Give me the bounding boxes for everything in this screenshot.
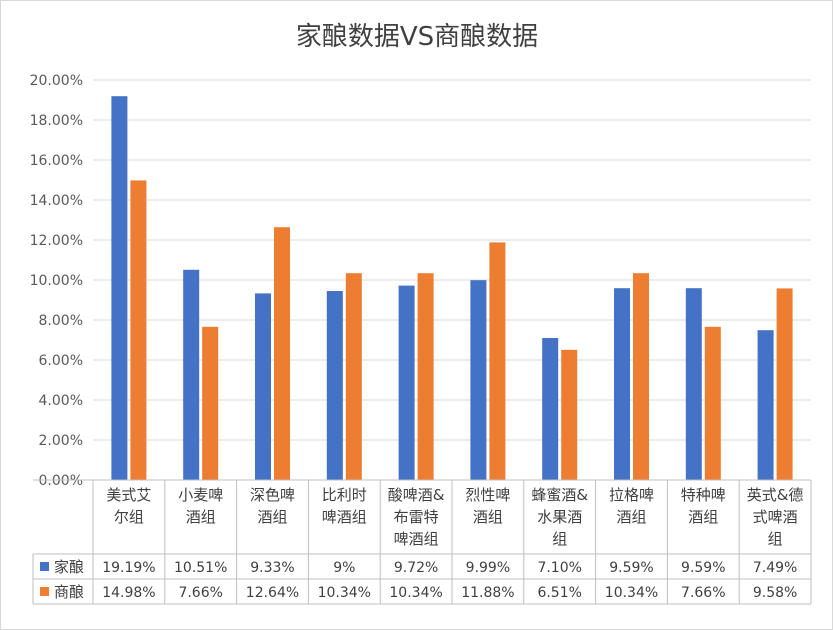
bar-commercial <box>274 227 290 480</box>
data-label: 14.98% <box>102 585 155 601</box>
y-tick-label: 14.00% <box>30 193 83 209</box>
legend-label: 家酿 <box>54 558 84 576</box>
category-label: 烈性啤 <box>465 486 510 504</box>
category-label: 布雷特 <box>394 508 439 526</box>
bar-commercial <box>130 180 147 480</box>
category-label: 小麦啤 <box>178 486 223 504</box>
data-label: 7.49% <box>753 560 797 576</box>
y-tick-label: 2.00% <box>39 433 83 449</box>
data-label: 10.34% <box>389 585 442 601</box>
legend-swatch <box>40 587 49 596</box>
y-tick-label: 18.00% <box>30 113 83 129</box>
bar-commercial <box>417 273 434 480</box>
bar-homebrew <box>757 330 774 480</box>
bar-commercial <box>561 349 578 480</box>
bar-commercial <box>345 273 362 480</box>
data-label: 9.58% <box>753 585 797 601</box>
data-label: 10.51% <box>174 560 227 576</box>
data-label: 19.19% <box>102 560 155 576</box>
legend-swatch <box>40 562 49 571</box>
y-tick-label: 0.00% <box>39 473 83 489</box>
category-label: 酒组 <box>616 508 646 526</box>
y-tick-label: 8.00% <box>39 313 83 329</box>
category-label: 拉格啤 <box>609 486 654 504</box>
bar-homebrew <box>542 338 559 480</box>
category-label: 啤酒组 <box>394 530 439 548</box>
category-label: 酒组 <box>473 508 503 526</box>
category-label: 啤酒组 <box>322 508 367 526</box>
bar-homebrew <box>326 291 343 480</box>
category-label: 式啤酒 <box>753 508 798 526</box>
bar-homebrew <box>255 293 271 480</box>
data-label: 7.66% <box>681 585 725 601</box>
data-label: 9% <box>333 560 355 576</box>
category-label: 酒组 <box>257 508 287 526</box>
category-label: 英式&德 <box>747 486 804 504</box>
bar-homebrew <box>111 96 128 480</box>
y-tick-label: 6.00% <box>39 353 83 369</box>
y-tick-label: 16.00% <box>30 153 83 169</box>
category-label: 特种啤 <box>681 486 726 504</box>
category-label: 尔组 <box>114 508 144 526</box>
data-label: 10.34% <box>318 585 371 601</box>
y-tick-label: 20.00% <box>30 73 83 89</box>
data-label: 9.33% <box>250 560 294 576</box>
category-label: 蜂蜜酒& <box>531 486 588 504</box>
data-label: 9.72% <box>394 560 438 576</box>
category-label: 比利时 <box>322 486 367 504</box>
bar-commercial <box>633 273 649 480</box>
data-label: 9.59% <box>681 560 725 576</box>
bar-homebrew <box>470 280 487 480</box>
bar-homebrew <box>685 288 702 480</box>
bar-commercial <box>704 326 721 480</box>
category-label: 组 <box>768 530 783 548</box>
category-label: 水果酒 <box>537 508 582 526</box>
category-label: 美式艾 <box>106 486 151 504</box>
data-label: 10.34% <box>605 585 658 601</box>
legend-label: 商酿 <box>54 583 84 601</box>
data-label: 12.64% <box>246 585 299 601</box>
bar-commercial <box>202 326 219 480</box>
data-label: 7.10% <box>537 560 581 576</box>
bar-commercial <box>776 288 793 480</box>
y-tick-label: 4.00% <box>39 393 83 409</box>
bar-commercial <box>489 242 506 480</box>
data-label: 7.66% <box>178 585 222 601</box>
category-label: 组 <box>552 530 567 548</box>
bar-homebrew <box>183 269 200 480</box>
bar-homebrew <box>398 285 415 480</box>
y-tick-label: 12.00% <box>30 233 83 249</box>
chart-title: 家酿数据VS商酿数据 <box>296 22 538 52</box>
category-label: 酒组 <box>186 508 216 526</box>
bar-homebrew <box>614 288 630 480</box>
category-label: 深色啤 <box>250 486 295 504</box>
data-label: 11.88% <box>461 585 514 601</box>
category-label: 酒组 <box>688 508 718 526</box>
y-tick-label: 10.00% <box>30 273 83 289</box>
data-label: 6.51% <box>537 585 581 601</box>
data-label: 9.59% <box>609 560 653 576</box>
category-label: 酸啤酒& <box>388 486 445 504</box>
data-label: 9.99% <box>466 560 510 576</box>
